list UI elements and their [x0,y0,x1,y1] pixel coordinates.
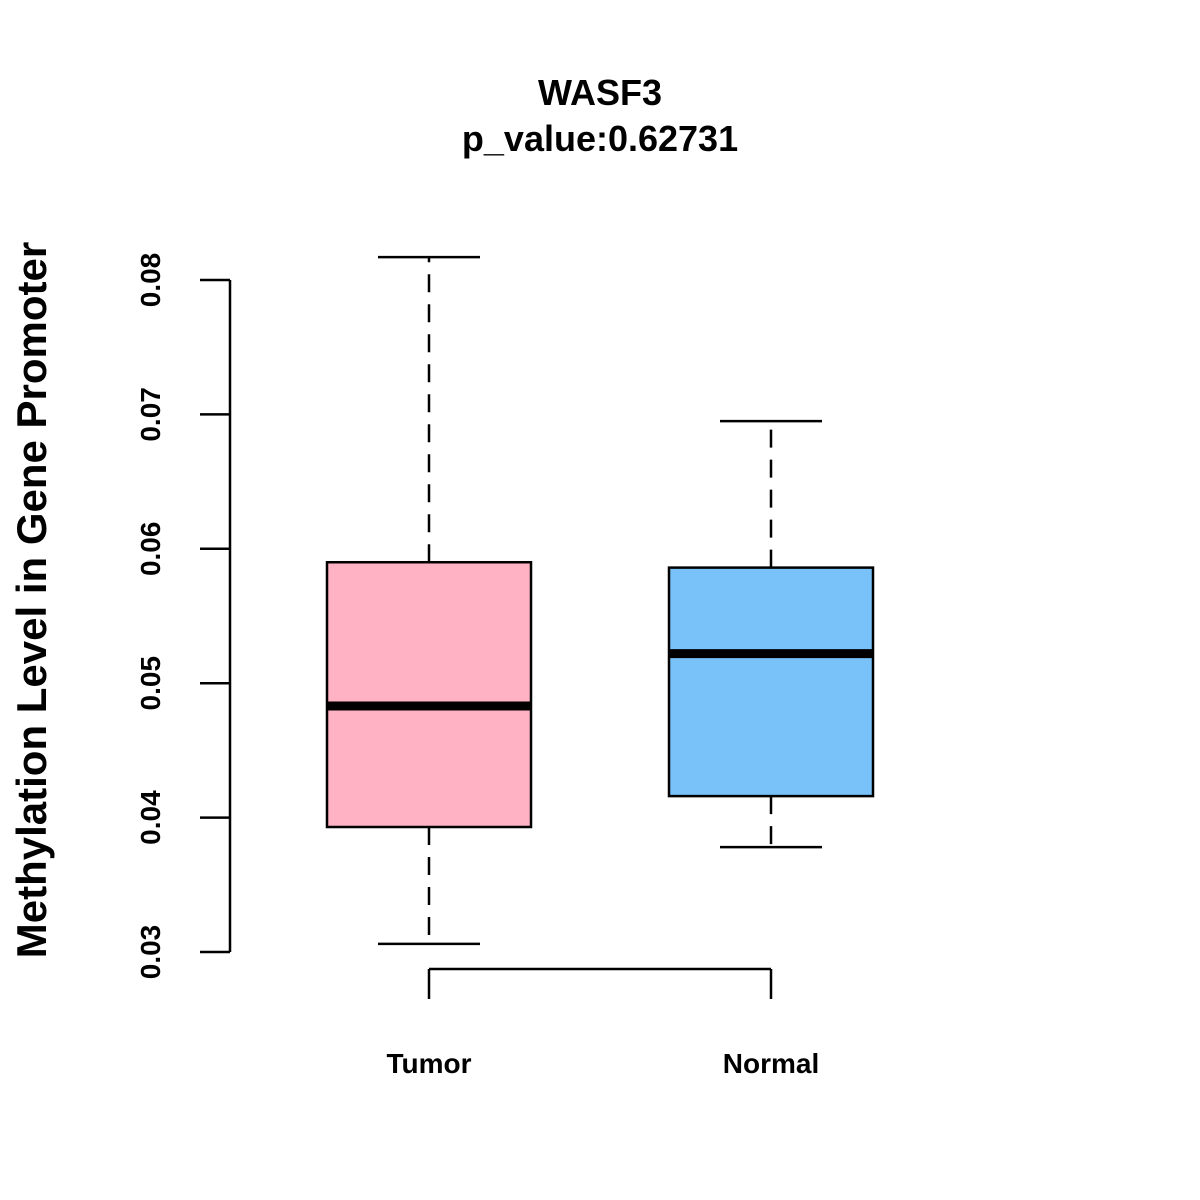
y-tick-label-0: 0.03 [135,925,166,980]
group-bracket [427,967,773,999]
iqr-box-tumor [325,560,533,829]
y-tick-label-3: 0.06 [135,522,166,577]
x-axis-labels: Tumor Normal [386,1048,819,1079]
chart-subtitle: p_value:0.62731 [462,118,738,159]
y-tick-label-4: 0.07 [135,387,166,442]
boxes-group [325,255,875,946]
y-tick-label-2: 0.05 [135,656,166,711]
x-tick-label-tumor: Tumor [386,1048,471,1079]
box-normal [667,419,875,849]
y-tick-label-1: 0.04 [135,790,166,845]
chart-title: WASF3 [538,72,662,113]
y-axis-label: Methylation Level in Gene Promoter [8,242,55,958]
iqr-box-normal [667,566,875,798]
y-tick-label-5: 0.08 [135,253,166,308]
y-axis: 0.03 0.04 0.05 0.06 0.07 0.08 [135,253,232,980]
box-tumor [325,255,533,946]
x-tick-label-normal: Normal [723,1048,819,1079]
